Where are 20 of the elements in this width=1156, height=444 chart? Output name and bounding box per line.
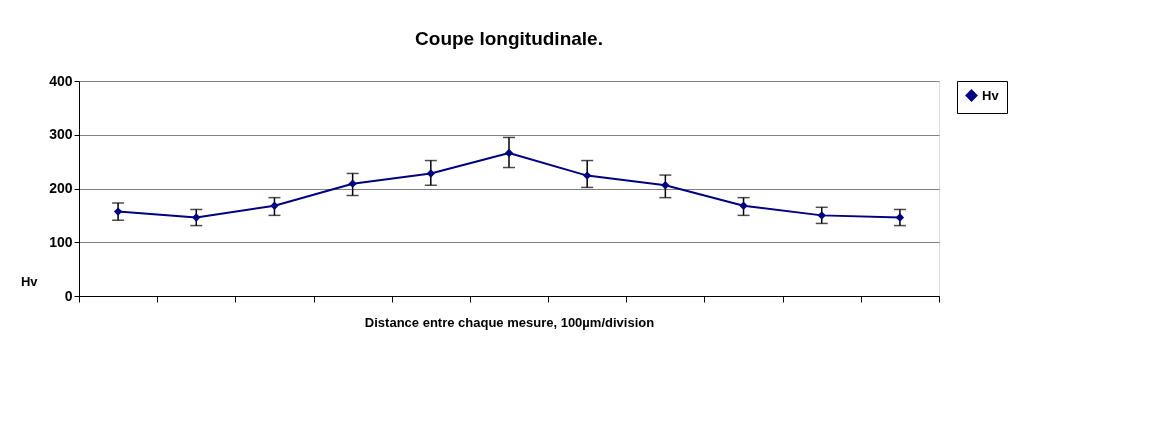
point (504, 148, 514, 158)
chart-title: Coupe longitudinale. (415, 28, 603, 49)
point (817, 211, 826, 220)
y-tick-label: 100 (49, 233, 73, 250)
y-tick-label: 300 (49, 126, 73, 143)
y-axis-title: Hv (20, 273, 39, 289)
y-tick-label: 200 (49, 180, 73, 196)
point (739, 201, 748, 210)
point (426, 169, 435, 178)
x-axis-title: Distance entre chaque mesure, 100µm/division (364, 315, 655, 330)
point (270, 201, 279, 210)
point (583, 171, 592, 180)
y-tick-label: 400 (49, 72, 73, 89)
point (895, 213, 905, 222)
point (661, 181, 670, 190)
y-tick-label: 0 (64, 287, 73, 304)
point (348, 179, 357, 188)
point (113, 207, 123, 216)
point (192, 213, 201, 222)
legend-label: Hv (982, 87, 1000, 103)
